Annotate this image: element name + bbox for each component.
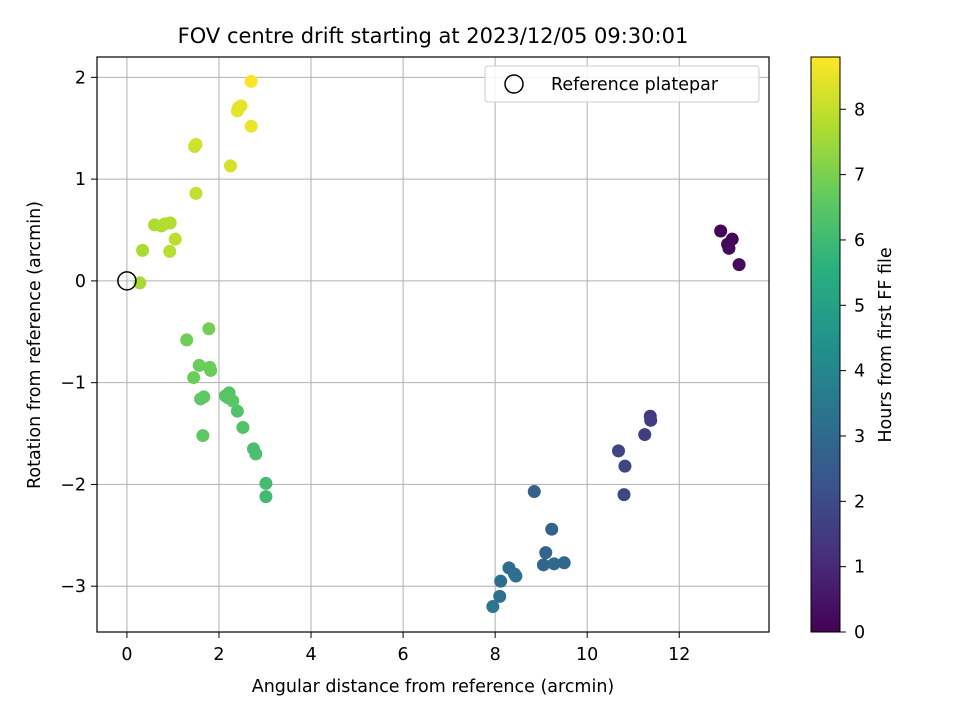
x-tick-label: 6 [398, 645, 409, 665]
colorbar-label: Hours from first FF file [876, 247, 896, 442]
data-point [493, 589, 507, 603]
colorbar-tick-label: 2 [854, 492, 865, 512]
y-tick-label: 0 [75, 272, 86, 292]
data-point [545, 522, 559, 536]
data-point [218, 389, 232, 403]
x-tick-label: 10 [576, 645, 598, 665]
data-point [732, 258, 746, 272]
axes-frame [96, 56, 770, 633]
colorbar-tick-label: 3 [854, 427, 865, 447]
data-point [223, 159, 237, 173]
data-point [714, 224, 728, 238]
data-point [617, 488, 631, 502]
data-point [180, 333, 194, 347]
data-point [536, 558, 550, 572]
x-tick-label: 2 [213, 645, 224, 665]
data-point [244, 74, 258, 88]
data-point [249, 447, 263, 461]
data-point [611, 444, 625, 458]
chart-title: FOV centre drift starting at 2023/12/05 … [178, 24, 689, 48]
colorbar-tick-label: 1 [854, 558, 865, 578]
x-tick-label: 0 [121, 645, 132, 665]
data-point [722, 241, 736, 255]
y-tick-label: −1 [60, 374, 86, 394]
data-point [557, 556, 571, 570]
data-point [644, 413, 658, 427]
data-point [259, 476, 273, 490]
x-tick-label: 12 [668, 645, 690, 665]
data-point [189, 186, 203, 200]
data-point [259, 490, 273, 504]
data-point [486, 600, 500, 614]
y-axis-ticks: −3 −2 −1 0 1 2 [60, 68, 97, 597]
y-tick-label: 2 [75, 68, 86, 88]
data-point [197, 390, 211, 404]
colorbar-tick-label: 8 [854, 100, 865, 120]
data-point [547, 557, 561, 571]
data-point [494, 574, 508, 588]
colorbar-tick-label: 4 [854, 362, 865, 382]
data-point [230, 104, 244, 118]
data-point [638, 428, 652, 442]
x-tick-label: 4 [305, 645, 316, 665]
x-axis-label: Angular distance from reference (arcmin) [252, 677, 615, 697]
colorbar: 0 1 2 3 4 5 6 7 8 Hours from first FF file [810, 56, 896, 643]
data-point [509, 569, 523, 583]
data-point [187, 371, 201, 385]
data-point [192, 358, 206, 372]
y-tick-label: −2 [60, 475, 86, 495]
colorbar-ticks: 0 1 2 3 4 5 6 7 8 [840, 100, 865, 643]
y-axis-label: Rotation from reference (arcmin) [25, 201, 45, 489]
data-point [136, 243, 150, 257]
data-point [163, 244, 177, 258]
legend: Reference platepar [484, 65, 760, 103]
data-point [618, 459, 632, 473]
y-tick-label: 1 [75, 170, 86, 190]
colorbar-gradient [810, 56, 841, 633]
colorbar-tick-label: 6 [854, 231, 865, 251]
data-point [196, 429, 210, 443]
legend-label-reference: Reference platepar [551, 75, 719, 95]
data-points [133, 74, 746, 614]
data-point [163, 216, 177, 230]
colorbar-tick-label: 0 [854, 623, 865, 643]
data-point [539, 546, 553, 560]
legend-box [484, 65, 760, 103]
colorbar-tick-label: 5 [854, 296, 865, 316]
y-tick-label: −3 [60, 577, 86, 597]
colorbar-tick-label: 7 [854, 166, 865, 186]
x-axis-ticks: 0 2 4 6 8 10 12 [121, 632, 690, 665]
data-point [527, 485, 541, 499]
data-point [202, 322, 216, 336]
data-point [189, 138, 203, 152]
reference-platepar-marker [117, 271, 137, 291]
x-tick-label: 8 [490, 645, 501, 665]
data-point [244, 119, 258, 133]
data-point [236, 420, 250, 434]
legend-reference-icon [504, 74, 524, 94]
data-point [168, 232, 182, 246]
data-point [204, 363, 218, 377]
data-point [230, 404, 244, 418]
